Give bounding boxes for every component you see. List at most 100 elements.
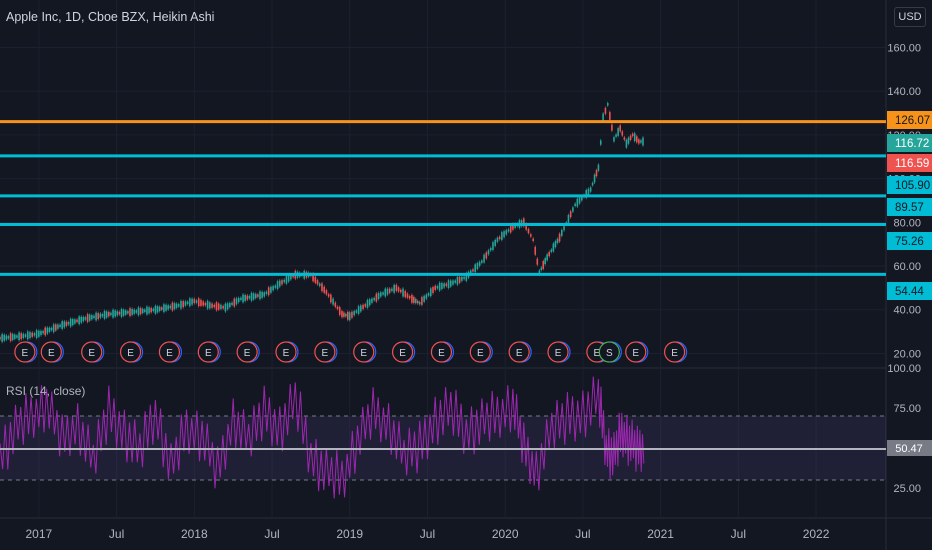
price-axis-tick: 160.00: [887, 42, 921, 54]
split-marker[interactable]: [598, 341, 620, 363]
candle: [373, 297, 375, 301]
candle: [33, 333, 36, 336]
currency-button[interactable]: USD: [894, 7, 926, 27]
earnings-marker[interactable]: [14, 341, 36, 363]
candle: [57, 324, 59, 329]
candle: [400, 289, 402, 293]
candle: [20, 333, 22, 340]
candle: [242, 294, 244, 303]
candle: [175, 303, 178, 308]
candle: [261, 291, 263, 298]
candle: [156, 306, 159, 313]
candle: [402, 288, 404, 297]
price-label: 75.26: [895, 236, 924, 248]
candle: [449, 280, 452, 287]
candle: [91, 315, 93, 320]
earnings-marker[interactable]: [625, 341, 647, 363]
candle: [498, 236, 501, 240]
candle: [0, 336, 1, 340]
earnings-marker[interactable]: [430, 341, 453, 363]
earnings-marker[interactable]: [314, 341, 336, 363]
earnings-marker[interactable]: [236, 341, 258, 363]
event-marker-label: E: [244, 348, 251, 359]
rsi-title: RSI (14, close): [6, 384, 86, 398]
earnings-marker[interactable]: [275, 341, 297, 363]
candle: [116, 311, 119, 316]
candle: [191, 298, 193, 305]
earnings-marker[interactable]: [353, 341, 375, 363]
candle: [550, 249, 553, 252]
earnings-marker[interactable]: [508, 341, 530, 363]
candle: [99, 313, 102, 318]
candle: [135, 310, 138, 313]
price-label-badge: [887, 176, 932, 194]
candle: [97, 313, 100, 320]
candle: [560, 229, 563, 236]
candle: [523, 218, 525, 227]
candle: [503, 231, 505, 238]
candle: [576, 198, 579, 207]
candle: [487, 250, 490, 255]
candle: [548, 251, 551, 257]
candle: [274, 285, 277, 288]
candle: [501, 232, 503, 240]
candle: [209, 302, 211, 309]
candle: [120, 309, 123, 317]
candle: [235, 298, 238, 305]
earnings-marker[interactable]: [81, 341, 103, 363]
candle: [512, 223, 514, 230]
candle: [226, 303, 229, 310]
candle: [292, 274, 294, 278]
candle: [229, 302, 231, 308]
candle: [483, 254, 485, 263]
candle: [386, 288, 389, 295]
earnings-marker[interactable]: [40, 341, 62, 363]
earnings-marker[interactable]: [391, 341, 414, 363]
candle: [406, 293, 409, 298]
candle: [150, 308, 152, 313]
earnings-marker[interactable]: [158, 341, 181, 363]
candle: [338, 307, 341, 315]
candle: [496, 237, 499, 242]
candle: [472, 269, 474, 272]
earnings-marker[interactable]: [197, 341, 219, 363]
candle: [540, 267, 543, 270]
earnings-marker[interactable]: [119, 341, 142, 363]
candle: [137, 307, 140, 316]
time-axis-label: 2020: [492, 527, 519, 541]
candle: [158, 306, 161, 312]
price-label: 89.57: [895, 202, 924, 214]
candle: [318, 283, 321, 286]
candle: [95, 312, 97, 321]
candle: [110, 312, 112, 316]
candle: [165, 304, 167, 311]
candle: [421, 297, 423, 305]
candle: [26, 331, 29, 340]
rsi-value-badge: [887, 440, 932, 456]
candle: [276, 281, 279, 289]
candle: [167, 305, 169, 310]
candle: [552, 243, 555, 252]
earnings-marker[interactable]: [664, 341, 686, 363]
candle: [124, 310, 127, 315]
candle: [463, 276, 465, 280]
candle: [189, 298, 191, 307]
candle: [197, 298, 200, 307]
candle: [88, 314, 91, 321]
candle: [604, 107, 607, 114]
candle: [629, 135, 632, 140]
candle: [461, 276, 463, 281]
candle: [355, 310, 358, 313]
candle: [180, 300, 182, 309]
price-label-badge: [887, 111, 932, 129]
earnings-marker[interactable]: [547, 341, 569, 363]
candle: [587, 188, 590, 195]
candle: [114, 310, 116, 317]
candle: [237, 297, 240, 303]
candle: [578, 197, 581, 204]
candle: [16, 335, 18, 338]
candle: [580, 196, 583, 201]
candle: [31, 332, 33, 337]
earnings-marker[interactable]: [469, 341, 491, 363]
